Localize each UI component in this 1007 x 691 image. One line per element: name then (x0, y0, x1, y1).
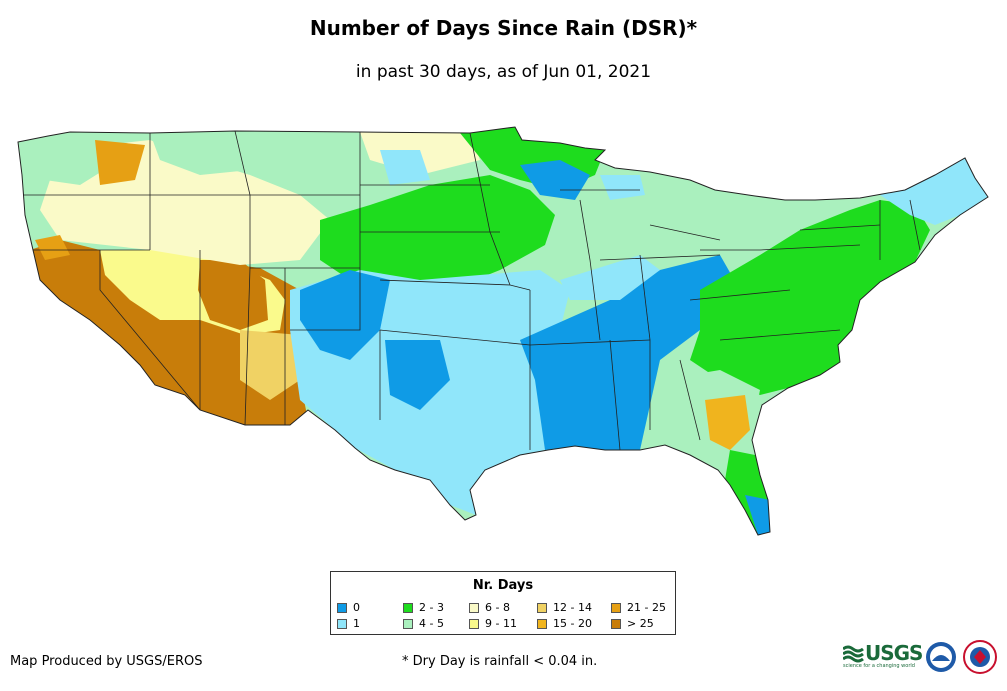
legend-label: 9 - 11 (485, 617, 517, 630)
legend-swatch (537, 603, 547, 613)
legend-swatch (469, 603, 479, 613)
legend-swatch (537, 619, 547, 629)
usgs-tagline: science for a changing world (843, 663, 915, 669)
legend-item: 21 - 25 (611, 602, 666, 614)
legend-item: 4 - 5 (403, 618, 444, 630)
usgs-logo: USGS (865, 641, 923, 665)
map-subtitle: in past 30 days, as of Jun 01, 2021 (355, 62, 652, 82)
legend-label: 0 (353, 601, 360, 614)
legend-item: 2 - 3 (403, 602, 444, 614)
legend-swatch (403, 619, 413, 629)
nws-logo-icon (963, 640, 997, 674)
legend-label: 6 - 8 (485, 601, 510, 614)
legend-item: 12 - 14 (537, 602, 592, 614)
legend-item: 6 - 8 (469, 602, 510, 614)
legend-swatch (469, 619, 479, 629)
dsr-regions (18, 127, 988, 535)
agency-logos: USGS science for a changing world (843, 637, 1003, 677)
legend-item: > 25 (611, 618, 654, 630)
legend-swatch (337, 603, 347, 613)
noaa-logo-icon (926, 642, 956, 672)
state-borders (20, 130, 921, 451)
legend-item: 15 - 20 (537, 618, 592, 630)
legend-label: 4 - 5 (419, 617, 444, 630)
us-dsr-map (17, 126, 989, 536)
map-title: Number of Days Since Rain (DSR)* (309, 16, 698, 40)
legend-item: 1 (337, 618, 360, 630)
usgs-wave-icon (843, 645, 864, 663)
legend-label: 12 - 14 (553, 601, 592, 614)
legend-swatch (403, 603, 413, 613)
legend-label: > 25 (627, 617, 654, 630)
legend-title: Nr. Days (472, 578, 534, 593)
footnote-text: * Dry Day is rainfall < 0.04 in. (402, 654, 598, 669)
legend-label: 15 - 20 (553, 617, 592, 630)
legend-swatch (611, 603, 621, 613)
legend-label: 1 (353, 617, 360, 630)
legend: Nr. Days 0 1 2 - 3 4 - 5 6 - 8 9 - 11 12 - 14 1… (330, 571, 676, 635)
legend-label: 21 - 25 (627, 601, 666, 614)
credit-text: Map Produced by USGS/EROS (10, 654, 203, 669)
legend-item: 9 - 11 (469, 618, 517, 630)
legend-label: 2 - 3 (419, 601, 444, 614)
legend-swatch (611, 619, 621, 629)
legend-item: 0 (337, 602, 360, 614)
legend-swatch (337, 619, 347, 629)
